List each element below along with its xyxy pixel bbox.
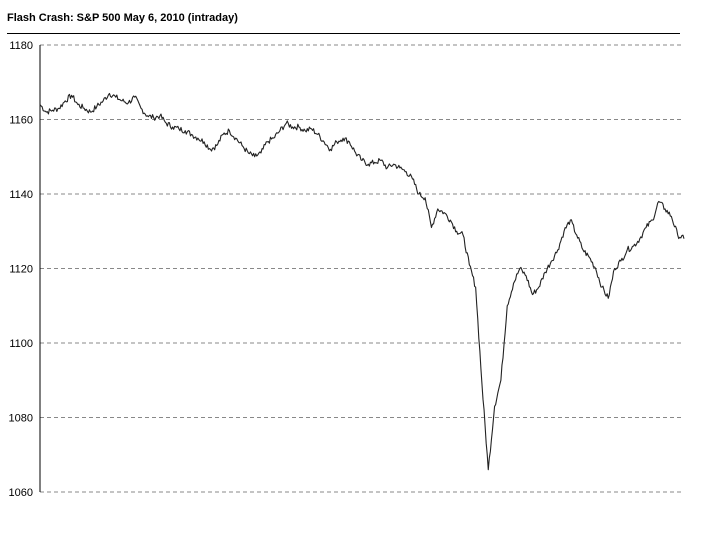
gridlines	[40, 44, 683, 493]
y-tick-labels: 1060 1080 1100 1120 1140 1160 1180	[9, 40, 33, 499]
y-tick-label: 1100	[9, 338, 33, 350]
y-tick-label: 1080	[9, 413, 33, 425]
title-rule	[7, 33, 680, 34]
chart-title: Flash Crash: S&P 500 May 6, 2010 (intrad…	[7, 12, 238, 24]
series-line-sp500	[39, 92, 685, 471]
y-tick-label: 1120	[9, 264, 33, 276]
y-tick-label: 1140	[9, 189, 33, 201]
y-tick-label: 1060	[9, 487, 33, 499]
y-tick-label: 1160	[9, 115, 33, 127]
y-tick-label: 1180	[9, 40, 33, 52]
